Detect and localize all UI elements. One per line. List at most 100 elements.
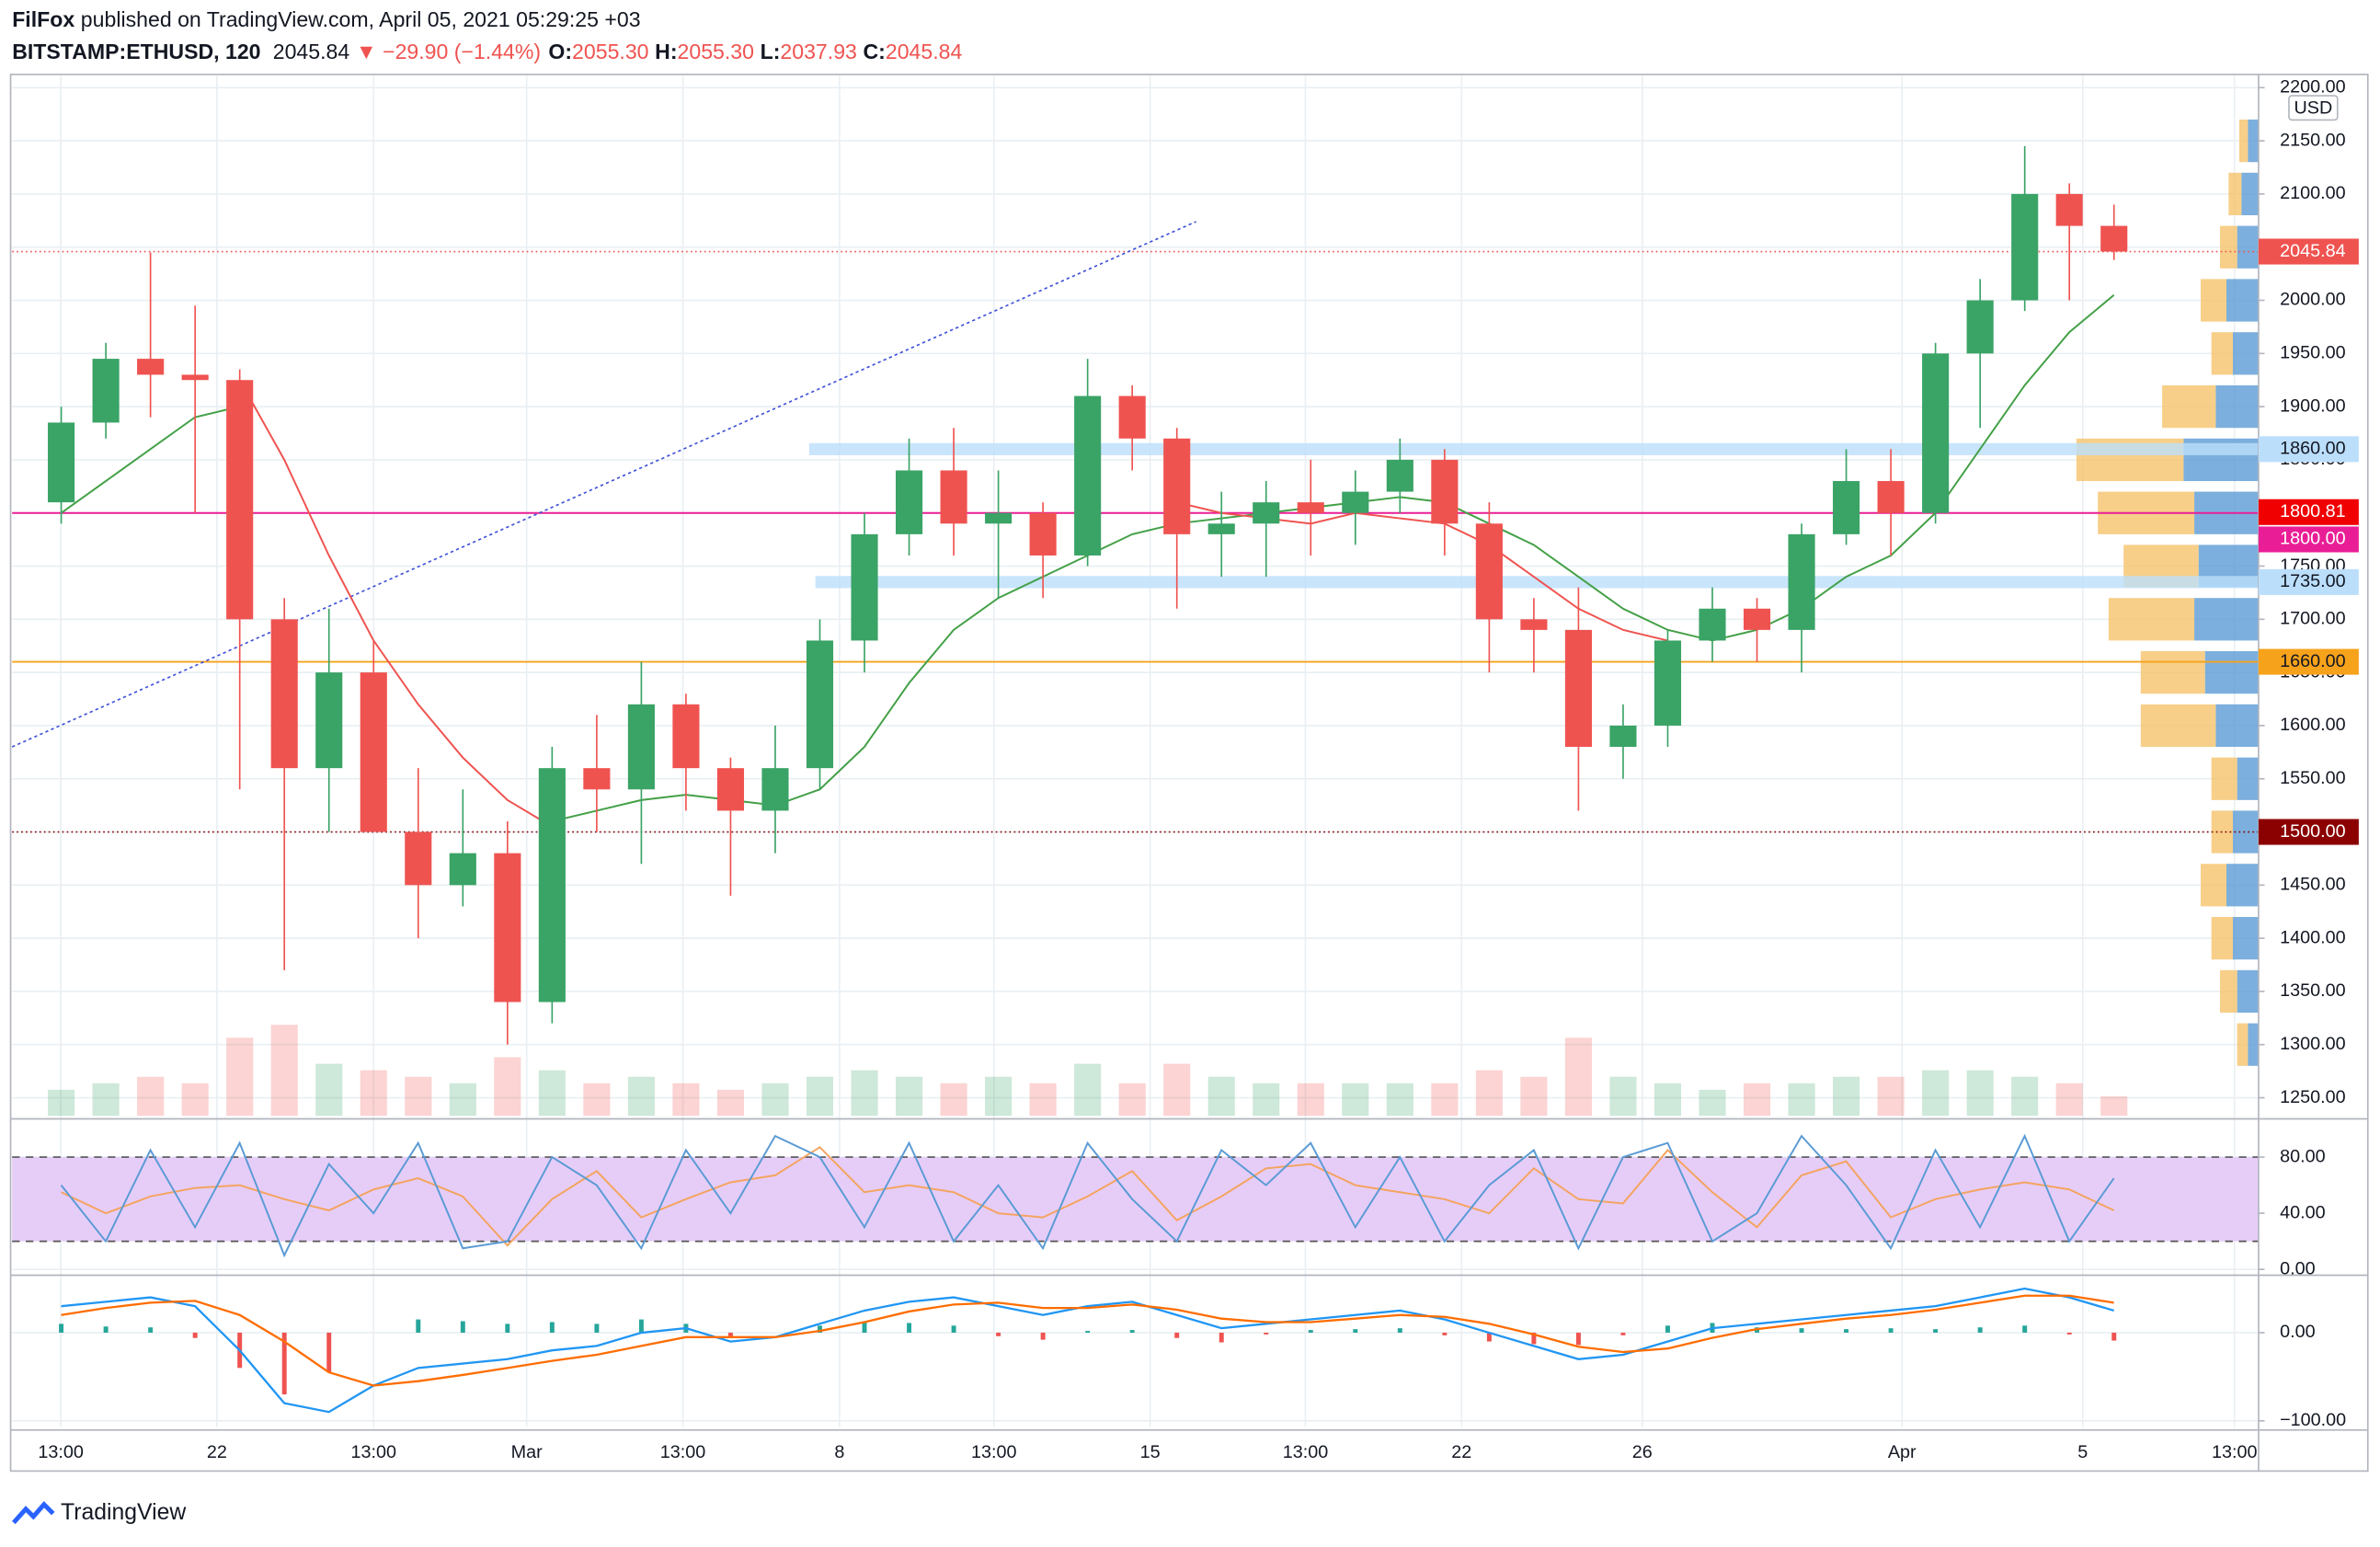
profile-down [2211,917,2233,960]
candle-body [1029,512,1057,556]
profile-up [2226,279,2259,322]
y-tick-label: 2150.00 [2280,130,2346,150]
volume-bar [2055,1083,2083,1117]
candle-body [1877,481,1905,513]
volume-bar [851,1070,878,1117]
macd-histogram [2022,1325,2028,1333]
macd-histogram [1353,1329,1358,1333]
macd-histogram [416,1319,421,1333]
macd-histogram [862,1321,867,1333]
profile-down [2108,598,2195,641]
level-band [808,442,2259,455]
candle-body [226,380,254,620]
candle-body [806,640,834,769]
macd-histogram [148,1327,154,1333]
y-tick-label: 2100.00 [2280,183,2346,203]
candle-body [1118,395,1146,439]
x-tick-label: 13:00 [350,1442,396,1462]
x-tick-label: 22 [207,1442,227,1462]
candle-body [538,768,566,1003]
volume-bar [940,1083,967,1117]
profile-down [2140,651,2205,694]
candle-body [1163,438,1191,534]
volume-bar [2100,1095,2128,1117]
profile-up [2232,917,2259,960]
moving-average [60,293,2115,822]
volume-bar [270,1025,298,1117]
x-tick-label: 13:00 [38,1442,84,1462]
macd-histogram [1219,1332,1224,1343]
y-tick-label: 1350.00 [2280,980,2346,1001]
x-tick-label: 15 [1140,1442,1161,1462]
candle-body [1699,608,1726,641]
volume-bar [1877,1076,1905,1117]
profile-up [2237,757,2259,800]
candle-body [2055,193,2083,226]
candle-body [270,619,298,769]
candle-body [1386,459,1413,492]
symbol-line: BITSTAMP:ETHUSD, 120 2045.84 ▼ −29.90 (−1.… [12,40,962,63]
candle-body [1431,459,1459,524]
price-label: 2045.84 [2280,241,2346,261]
candle-body [1564,629,1592,748]
price-label-box [2258,648,2359,675]
publisher: FilFox [12,7,74,31]
candle-body [181,374,209,381]
volume-bar [1922,1070,1950,1117]
volume-bar [1475,1070,1503,1117]
x-tick-label: 5 [2077,1442,2088,1462]
volume-bar [583,1083,611,1117]
stoch-line [60,1133,2115,1258]
x-tick-label: 13:00 [2212,1442,2258,1462]
volume-bar [449,1083,476,1117]
price-label-box [2258,238,2359,265]
profile-down [2211,757,2237,800]
header-line: FilFox published on TradingView.com, Apri… [12,7,640,31]
volume-bar [1520,1076,1548,1117]
ohlc-value: 2037.93 [780,40,856,63]
candle-body [92,359,120,423]
profile-up [2232,332,2259,375]
macd-histogram [1620,1332,1626,1335]
currency: USD [2294,97,2332,118]
volume-bar [1163,1063,1191,1117]
price-label: 1500.00 [2280,821,2346,842]
macd-histogram [1442,1332,1447,1335]
candle-body [761,768,789,811]
y-tick-label: 1900.00 [2280,395,2346,416]
volume-bar [1253,1083,1280,1117]
macd-histogram [460,1321,465,1333]
profile-up [2215,704,2259,748]
volume-bar [2011,1076,2039,1117]
volume-bar [1297,1083,1324,1117]
macd-histogram [1665,1325,1670,1333]
ohlc-value: 2055.30 [678,40,754,63]
macd-histogram [818,1325,822,1333]
volume-bar [137,1076,165,1117]
candle-body [1297,502,1324,513]
macd-histogram [951,1325,956,1333]
macd-line [61,1287,2114,1414]
candle-body [1922,353,1950,513]
profile-up [2237,225,2259,269]
candle-body [1520,619,1548,630]
candle-body [1609,725,1637,748]
candle-body [2100,225,2128,252]
candle-body [1743,608,1771,630]
ohlc-label: H: [655,40,677,63]
candle-body [627,704,655,790]
macd-histogram [326,1332,332,1373]
y-tick-label: 1550.00 [2280,768,2346,788]
volume-bar [716,1089,745,1117]
macd-histogram [594,1324,600,1333]
price-label-box [2258,526,2359,553]
profile-down [2238,119,2248,163]
profile-up [2248,119,2259,163]
plot [11,119,2259,1414]
candle-body [672,704,700,769]
macd-line [61,1294,2114,1387]
macd-histogram [103,1326,109,1333]
price-label: 1800.00 [2280,529,2346,549]
macd-histogram [907,1323,912,1333]
volume-bar [985,1076,1013,1117]
